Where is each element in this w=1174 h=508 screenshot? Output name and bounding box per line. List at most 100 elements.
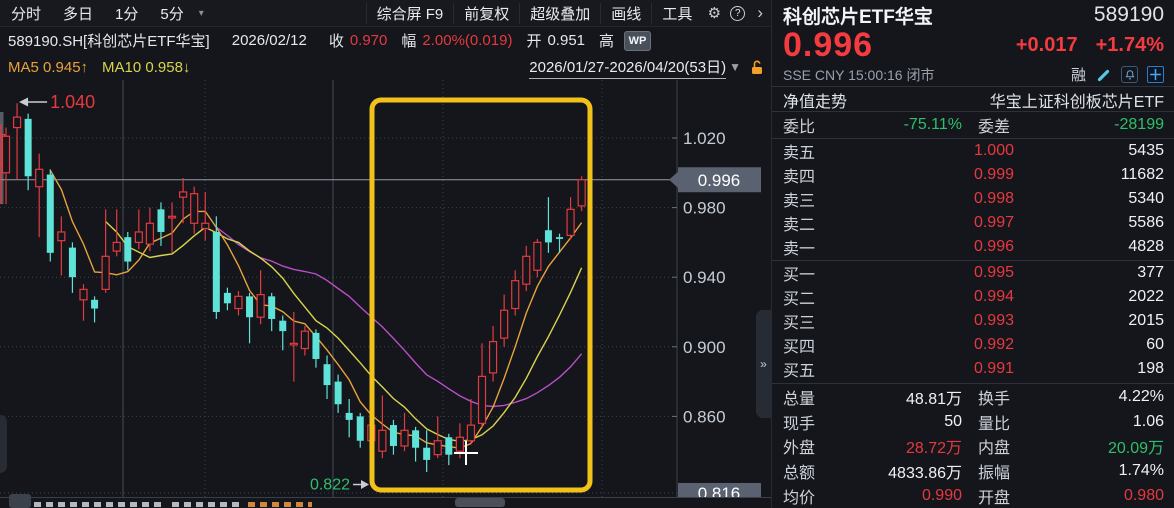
stats-row-turnover: 总额 4833.86万 振幅 1.74% <box>783 459 1164 484</box>
indicator-tab-clipped <box>9 494 31 508</box>
chevron-right-icon[interactable]: › <box>757 3 763 22</box>
clipped-badge-decor <box>455 498 505 507</box>
close-value: 0.970 <box>349 32 388 49</box>
bid-row-2[interactable]: 买二 0.994 2022 <box>783 285 1164 309</box>
clipped-text-decor <box>34 502 166 507</box>
bid-volume: 198 <box>1137 360 1164 377</box>
candlestick-chart[interactable]: 1.040 0.822 1.020 0.980 0.940 0.900 0.860 0.996… <box>0 80 771 504</box>
bid-row-1[interactable]: 买一 0.995 377 <box>783 261 1164 285</box>
stats-grid: 总量 48.81万 换手 4.22% 现手 50 量比 1.06 外盘 28.7… <box>772 385 1174 508</box>
stat-label: 现手 <box>783 415 816 433</box>
gear-icon[interactable]: ⚙ <box>707 5 722 22</box>
ask-price: 1.000 <box>973 142 1014 159</box>
svg-text:0.900: 0.900 <box>683 338 726 357</box>
weicha-value: -28199 <box>1114 115 1164 133</box>
hover-date: 2026/02/12 <box>231 32 307 49</box>
bid-label: 买四 <box>783 339 816 356</box>
ask-label: 卖三 <box>783 193 816 210</box>
price-change-pct: +1.74% <box>1095 33 1164 56</box>
bid-volume: 2022 <box>1128 288 1164 305</box>
add-watchlist-icon[interactable]: ＋ <box>1147 66 1164 83</box>
period-dropdown-icon[interactable]: ▾ <box>198 7 204 19</box>
bottom-indicator-strip <box>0 494 771 508</box>
date-range-selector[interactable]: 2026/01/27-2026/04/20(53日) <box>529 56 727 79</box>
bid-row-5[interactable]: 买五 0.991 198 <box>783 357 1164 381</box>
info-bar: 589190.SH[科创芯片ETF华宝] 2026/02/12 收 0.970 … <box>0 27 771 54</box>
ask-label: 卖四 <box>783 169 816 186</box>
tab-multiday[interactable]: 多日 <box>63 5 94 23</box>
stat-label: 振幅 <box>978 465 1011 483</box>
clipped-text-decor <box>248 502 312 507</box>
stats-row-avg-open: 均价 0.990 开盘 0.980 <box>783 483 1164 508</box>
svg-text:0.940: 0.940 <box>683 268 726 287</box>
ask-row-1[interactable]: 卖一 0.996 4828 <box>783 235 1164 259</box>
bid-price: 0.991 <box>973 360 1014 377</box>
svg-text:0.860: 0.860 <box>683 407 726 426</box>
svg-text:0.980: 0.980 <box>683 199 726 218</box>
stat-value: 4.22% <box>1118 388 1164 406</box>
ask-volume: 11682 <box>1120 166 1164 183</box>
stat-label: 内盘 <box>978 440 1011 458</box>
stat-label: 外盘 <box>783 440 816 458</box>
ask-row-2[interactable]: 卖二 0.997 5586 <box>783 211 1164 235</box>
weibi-value: -75.11% <box>903 115 962 133</box>
menu-tools[interactable]: 工具 <box>651 2 702 24</box>
wp-badge[interactable]: WP <box>624 30 652 51</box>
bid-row-3[interactable]: 买三 0.993 2015 <box>783 309 1164 333</box>
ask-price: 0.998 <box>973 190 1014 207</box>
tab-1min[interactable]: 1分 <box>115 5 139 23</box>
menu-forward-adjust[interactable]: 前复权 <box>453 2 519 24</box>
bid-levels: 买一 0.995 377 买二 0.994 2022 买三 0.993 2015… <box>772 261 1174 381</box>
ask-price: 0.997 <box>973 214 1014 231</box>
help-icon[interactable]: ? <box>730 5 746 21</box>
stat-label: 总额 <box>783 465 816 483</box>
stat-label: 开盘 <box>978 489 1011 507</box>
svg-text:1.040: 1.040 <box>50 92 95 112</box>
weibi-label: 委比 <box>783 118 816 136</box>
left-collapse-handle[interactable] <box>0 415 7 473</box>
menu-composite-screen[interactable]: 综合屏 F9 <box>365 2 454 24</box>
menu-draw-line[interactable]: 画线 <box>600 2 651 24</box>
unlock-icon[interactable] <box>749 59 765 76</box>
bid-price: 0.992 <box>973 336 1014 353</box>
open-label: 开 <box>526 33 542 50</box>
amplitude-value: 2.00%(0.019) <box>422 32 513 49</box>
bid-volume: 377 <box>1137 264 1164 281</box>
nav-trend-link[interactable]: 净值走势 <box>783 94 848 111</box>
open-value: 0.951 <box>547 32 586 49</box>
bid-volume: 60 <box>1146 336 1164 353</box>
toolbar: 分时 多日 1分 5分 ▾ 综合屏 F9 前复权 超级叠加 画线 工具 ⚙ ? … <box>0 0 771 27</box>
ma5-value: MA5 0.945↑ <box>8 58 89 76</box>
bid-label: 买五 <box>783 363 816 380</box>
stat-value: 48.81万 <box>905 391 962 409</box>
svg-text:0.822: 0.822 <box>310 477 350 494</box>
panel-collapse-handle[interactable]: » <box>756 310 771 418</box>
stats-row-volume: 总量 48.81万 换手 4.22% <box>783 385 1164 410</box>
fund-full-name: 华宝上证科创板芯片ETF <box>989 94 1164 111</box>
bid-volume: 2015 <box>1128 312 1164 329</box>
high-label: 高 <box>599 33 615 50</box>
ask-volume: 5340 <box>1128 190 1164 207</box>
menu-super-overlay[interactable]: 超级叠加 <box>519 2 600 24</box>
ma-bar: MA5 0.945↑ MA10 0.958↓ 2026/01/27-2026/0… <box>0 54 771 80</box>
bid-label: 买三 <box>783 315 816 332</box>
bid-row-4[interactable]: 买四 0.992 60 <box>783 333 1164 357</box>
clipped-text-decor <box>172 502 244 507</box>
ask-price: 0.996 <box>973 238 1014 255</box>
stat-label: 总量 <box>783 391 816 409</box>
range-dropdown-icon[interactable]: ▼ <box>729 60 741 74</box>
edit-icon[interactable] <box>1095 66 1112 83</box>
ma10-value: MA10 0.958↓ <box>102 58 191 76</box>
svg-text:0.816: 0.816 <box>698 484 741 498</box>
ask-row-4[interactable]: 卖四 0.999 11682 <box>783 163 1164 187</box>
ask-row-3[interactable]: 卖三 0.998 5340 <box>783 187 1164 211</box>
tab-minute[interactable]: 分时 <box>11 5 42 23</box>
bid-price: 0.993 <box>973 312 1014 329</box>
stat-label: 量比 <box>978 415 1011 433</box>
tab-5min[interactable]: 5分 <box>160 5 184 23</box>
ask-row-5[interactable]: 卖五 1.000 5435 <box>783 139 1164 163</box>
stat-value: 20.09万 <box>1107 440 1164 458</box>
close-label: 收 <box>328 33 344 50</box>
alert-bell-icon[interactable] <box>1121 66 1138 83</box>
